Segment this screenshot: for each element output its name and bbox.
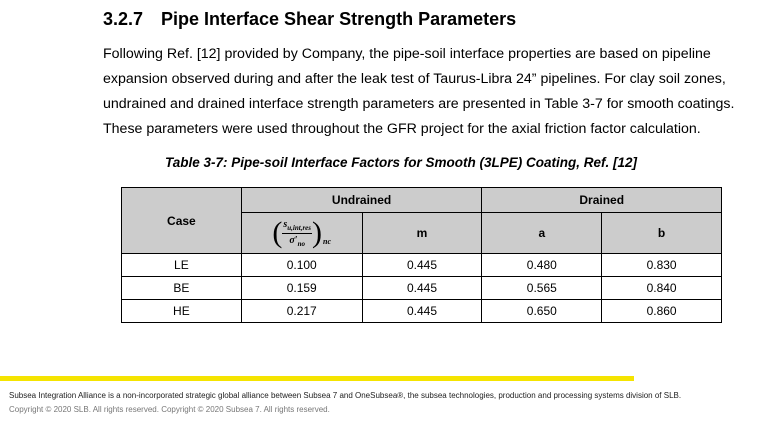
ratio-cell: 0.217 [240,299,363,323]
m-cell: 0.445 [361,276,483,300]
b-header: b [601,212,722,254]
table-row: LE 0.100 0.445 0.480 0.830 [121,253,722,277]
drained-header: Drained [481,187,722,213]
case-cell: HE [121,299,242,323]
a-cell: 0.565 [481,276,603,300]
a-cell: 0.480 [481,253,603,277]
paragraph-line: These parameters were used throughout th… [103,121,701,137]
a-header: a [481,212,603,254]
footer-divider-bar [0,376,634,381]
ratio-header: ( su,int,res σ′no ) nc [240,212,363,254]
a-cell: 0.650 [481,299,603,323]
b-cell: 0.840 [601,276,722,300]
footer-copyright: Copyright © 2020 SLB. All rights reserve… [9,405,330,414]
paragraph-line: undrained and drained interface strength… [103,96,735,112]
b-cell: 0.830 [601,253,722,277]
section-title: Pipe Interface Shear Strength Parameters [161,9,517,29]
ratio-numerator: s [283,218,288,230]
body-paragraph: Following Ref. [12] provided by Company,… [103,42,745,142]
ratio-cell: 0.100 [240,253,363,277]
case-cell: LE [121,253,242,277]
paragraph-line: Following Ref. [12] provided by Company,… [103,46,711,62]
table-row: HE 0.217 0.445 0.650 0.860 [121,299,722,323]
section-heading: 3.2.7 Pipe Interface Shear Strength Param… [103,9,516,30]
table-row: BE 0.159 0.445 0.565 0.840 [121,276,722,300]
ratio-outer-sub: nc [323,237,332,246]
m-cell: 0.445 [361,253,483,277]
table-header-row: Case Undrained Drained [121,187,722,254]
ratio-denominator-sub: no [297,239,305,248]
table-caption: Table 3-7: Pipe-soil Interface Factors f… [164,155,638,170]
case-header: Case [121,187,242,254]
m-header: m [361,212,483,254]
table-subheader-row: ( su,int,res σ′no ) nc m a b [122,212,722,254]
footer-alliance-note: Subsea Integration Alliance is a non-inc… [9,391,682,400]
ratio-numerator-sub: u,int,res [287,223,312,232]
section-number: 3.2.7 [103,9,144,29]
paragraph-line: expansion observed during and after the … [103,71,726,87]
ratio-denominator: σ′ [289,234,298,246]
b-cell: 0.860 [601,299,722,323]
ratio-formula: ( su,int,res σ′no ) nc [272,216,332,249]
undrained-header: Undrained [240,187,483,213]
ratio-cell: 0.159 [240,276,363,300]
m-cell: 0.445 [361,299,483,323]
case-cell: BE [121,276,242,300]
interface-factors-table: Case Undrained Drained ( su,int,res σ′no… [121,187,722,323]
